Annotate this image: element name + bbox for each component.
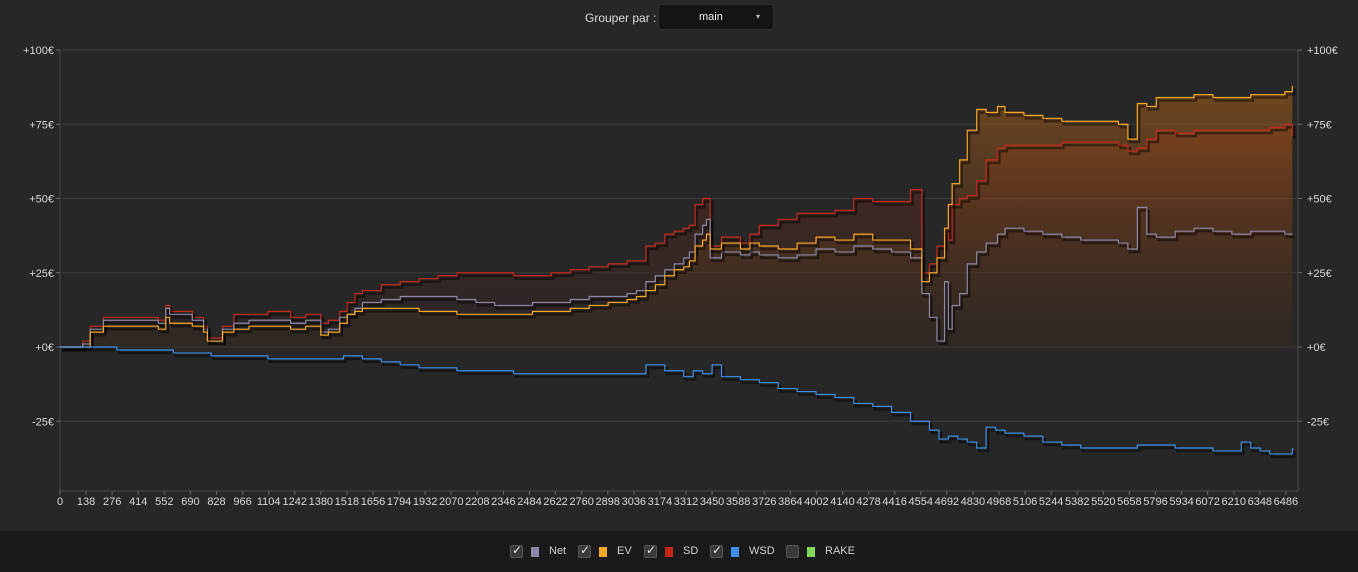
legend-swatch-wsd [731, 547, 739, 557]
x-tick-label-25: 3450 [700, 496, 724, 508]
legend-swatch-ev [599, 547, 607, 557]
x-tick-label-15: 2070 [439, 496, 463, 508]
x-tick-label-37: 5106 [1013, 496, 1037, 508]
x-tick-label-40: 5520 [1091, 496, 1115, 508]
x-tick-label-39: 5382 [1065, 496, 1089, 508]
x-tick-label-1: 138 [77, 496, 95, 508]
x-tick-label-4: 552 [155, 496, 173, 508]
y-tick-label-left-0: +100€ [23, 45, 54, 57]
legend-swatch-net [531, 547, 539, 557]
checkbox-icon[interactable]: ✓ [578, 543, 591, 558]
x-tick-label-34: 4692 [935, 496, 959, 508]
x-tick-label-10: 1380 [309, 496, 333, 508]
x-tick-label-5: 690 [181, 496, 199, 508]
x-tick-label-29: 4002 [804, 496, 828, 508]
legend-label-sd: SD [683, 545, 699, 557]
x-tick-label-28: 3864 [778, 496, 802, 508]
x-tick-label-17: 2346 [491, 496, 515, 508]
x-tick-label-2: 276 [103, 496, 121, 508]
legend: ✓ Net ✓ EV ✓ SD ✓ WSD RAKE [0, 531, 1358, 572]
x-tick-label-30: 4140 [830, 496, 854, 508]
group-by-value: main [699, 11, 723, 23]
toolbar: Grouper par : main ▾ [0, 0, 1358, 36]
y-tick-label-right-0: +100€ [1307, 45, 1338, 57]
y-tick-label-right-4: +0€ [1307, 342, 1326, 354]
series-line-ev [60, 85, 1293, 348]
legend-swatch-rake [807, 547, 815, 557]
legend-label-wsd: WSD [749, 545, 775, 557]
x-tick-label-16: 2208 [465, 496, 489, 508]
y-tick-label-left-5: -25€ [32, 416, 54, 428]
group-by-select[interactable]: main ▾ [658, 4, 774, 30]
x-tick-label-8: 1104 [257, 496, 281, 508]
series-shadow-wsd [62, 348, 1296, 459]
y-tick-label-left-1: +75€ [29, 119, 54, 131]
y-tick-label-right-3: +25€ [1307, 268, 1332, 280]
x-tick-label-14: 1932 [413, 496, 437, 508]
x-tick-label-43: 5934 [1169, 496, 1193, 508]
x-tick-label-31: 4278 [856, 496, 880, 508]
series-line-wsd [60, 346, 1293, 455]
y-tick-label-left-4: +0€ [35, 342, 54, 354]
x-tick-label-7: 966 [233, 496, 251, 508]
legend-label-rake: RAKE [825, 545, 855, 557]
x-tick-label-0: 0 [57, 496, 63, 508]
chevron-down-icon: ▾ [755, 12, 760, 21]
x-tick-label-20: 2760 [569, 496, 593, 508]
y-tick-label-left-3: +25€ [29, 268, 54, 280]
x-tick-label-18: 2484 [517, 496, 541, 508]
x-tick-label-32: 4416 [882, 496, 906, 508]
y-tick-label-left-2: +50€ [29, 194, 54, 206]
x-tick-label-24: 3312 [674, 496, 698, 508]
y-tick-label-right-1: +75€ [1307, 119, 1332, 131]
x-tick-label-21: 2898 [596, 496, 620, 508]
x-tick-label-12: 1656 [361, 496, 385, 508]
x-tick-label-44: 6072 [1195, 496, 1219, 508]
group-by-label: Grouper par : [585, 11, 657, 25]
series-line-sd [60, 123, 1293, 348]
x-tick-label-11: 1518 [335, 496, 359, 508]
legend-swatch-sd [665, 547, 673, 557]
x-tick-label-9: 1242 [283, 496, 307, 508]
series-shadow-ev [62, 88, 1296, 352]
x-tick-label-6: 828 [207, 496, 225, 508]
x-tick-label-42: 5796 [1143, 496, 1167, 508]
x-tick-label-45: 6210 [1221, 496, 1245, 508]
checkbox-icon[interactable]: ✓ [644, 543, 657, 558]
x-tick-label-36: 4968 [987, 496, 1011, 508]
x-tick-label-47: 6486 [1274, 496, 1298, 508]
legend-label-net: Net [549, 545, 567, 557]
series-shadow-sd [62, 126, 1296, 352]
x-tick-label-46: 6348 [1248, 496, 1272, 508]
y-tick-label-right-5: -25€ [1307, 416, 1329, 428]
x-tick-label-26: 3588 [726, 496, 750, 508]
x-tick-label-38: 5244 [1039, 496, 1063, 508]
series-line-net [60, 206, 1293, 348]
area-ev [60, 85, 1293, 347]
x-tick-label-41: 5658 [1117, 496, 1141, 508]
checkbox-icon[interactable]: ✓ [510, 543, 523, 558]
legend-label-ev: EV [617, 545, 632, 557]
y-tick-label-right-2: +50€ [1307, 194, 1332, 206]
x-tick-label-27: 3726 [752, 496, 776, 508]
checkbox-icon[interactable] [786, 545, 799, 558]
x-tick-label-3: 414 [129, 496, 147, 508]
x-tick-label-19: 2622 [543, 496, 567, 508]
profit-chart: +100€ +100€ +75€ +75€ +50€ +50€ +25€ +25€ +0€ +0€… [23, 45, 1338, 508]
x-tick-label-13: 1794 [387, 496, 411, 508]
x-tick-label-23: 3174 [648, 496, 672, 508]
x-tick-label-35: 4830 [961, 496, 985, 508]
x-tick-label-33: 4554 [908, 496, 932, 508]
checkbox-icon[interactable]: ✓ [710, 543, 723, 558]
x-tick-label-22: 3036 [622, 496, 646, 508]
